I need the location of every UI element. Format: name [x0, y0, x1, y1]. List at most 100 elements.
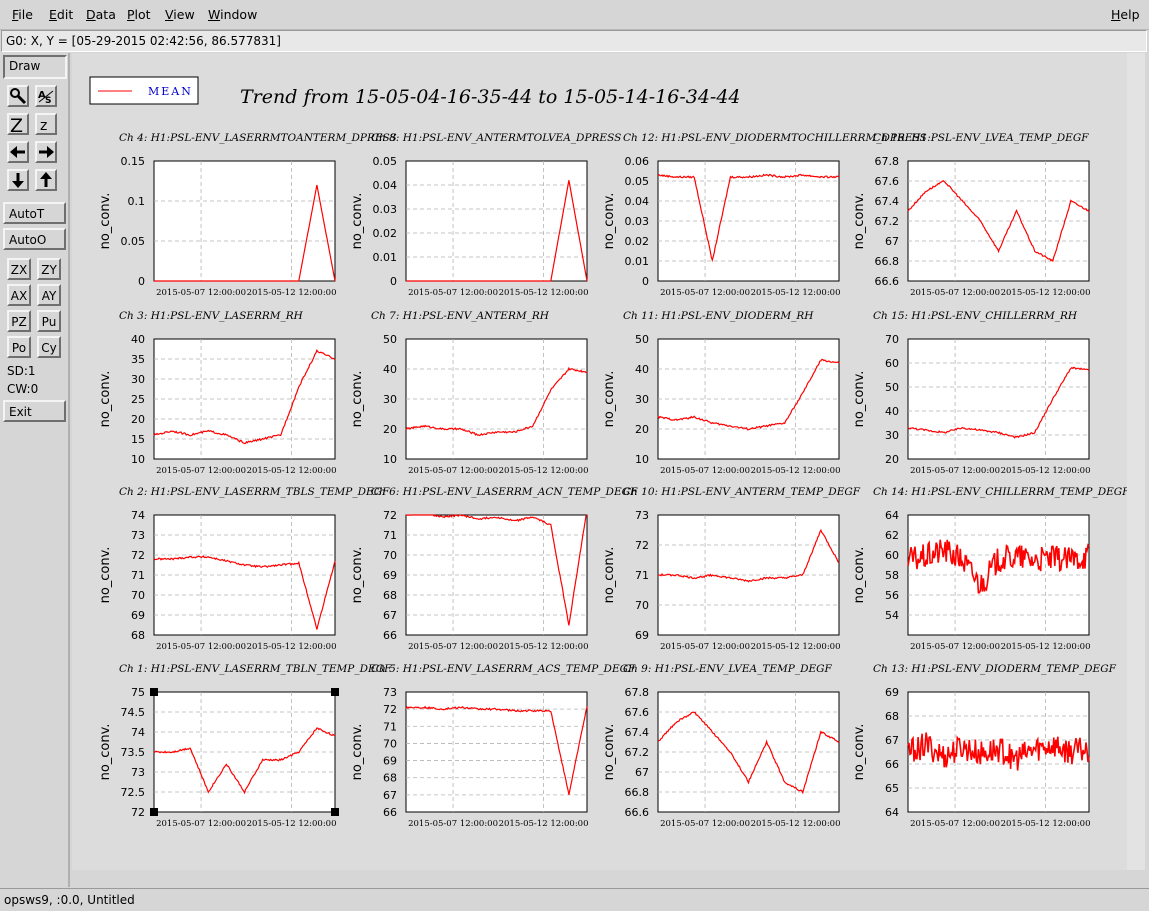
arrow-down-icon[interactable] [7, 169, 29, 191]
trace-line [658, 528, 840, 583]
selection-handle[interactable] [331, 808, 339, 816]
chart-title: Ch 6: H1:PSL-ENV_LASERRM_ACN_TEMP_DEGF [371, 486, 638, 498]
menu-file[interactable]: File [12, 7, 33, 22]
chart-panel[interactable]: Ch 16: H1:PSL-ENV_LVEA_TEMP_DEGF 66.6 66.8… [852, 132, 1091, 298]
y-tick-label: 0.02 [373, 227, 398, 240]
arrow-left-icon[interactable] [7, 141, 29, 163]
y-tick-label: 67.6 [625, 706, 650, 719]
y-tick-label: 0.04 [625, 195, 650, 208]
plot-frame [405, 691, 588, 813]
x-tick-label: 2015-05-12 12:00:00 [247, 642, 337, 652]
y-axis-label: no_conv. [602, 371, 617, 428]
chart-panel[interactable]: Ch 3: H1:PSL-ENV_LASERRM_RH 10 15 20 25 30 35 4… [98, 310, 337, 476]
chart-panel[interactable]: Ch 8: H1:PSL-ENV_ANTERMTOLVEA_DPRESS 0 0.0… [350, 132, 621, 298]
status-text: opsws9, :0.0, Untitled [4, 893, 135, 907]
menu-data[interactable]: Data [86, 7, 116, 22]
y-tick-label: 70 [383, 737, 397, 750]
x-tick-label: 2015-05-12 12:00:00 [499, 642, 589, 652]
zx-button[interactable]: ZX [7, 258, 31, 280]
chart-panel[interactable]: Ch 10: H1:PSL-ENV_ANTERM_TEMP_DEGF 69 70 71… [602, 486, 861, 652]
y-tick-label: 20 [131, 413, 145, 426]
x-tick-label: 2015-05-07 12:00:00 [660, 466, 750, 476]
y-axis-label: no_conv. [350, 193, 365, 250]
legend-box[interactable]: MEAN [89, 76, 199, 105]
menu-plot[interactable]: Plot [127, 7, 151, 22]
menu-help[interactable]: Help [1111, 7, 1140, 22]
menu-view[interactable]: View [165, 7, 195, 22]
x-tick-label: 2015-05-12 12:00:00 [751, 642, 841, 652]
cy-button[interactable]: Cy [37, 336, 61, 358]
menu-edit[interactable]: Edit [49, 7, 74, 22]
y-tick-label: 62 [885, 529, 899, 542]
selection-handle[interactable] [150, 688, 158, 696]
chart-title: Ch 7: H1:PSL-ENV_ANTERM_RH [371, 310, 550, 322]
y-tick-label: 74 [131, 726, 145, 739]
y-tick-label: 72.5 [121, 786, 146, 799]
y-tick-label: 25 [131, 393, 145, 406]
zoom-in-icon[interactable]: Z [7, 113, 29, 135]
chart-panel[interactable]: Ch 5: H1:PSL-ENV_LASERRM_ACS_TEMP_DEGF 66… [350, 663, 636, 829]
y-axis-label: no_conv. [602, 724, 617, 781]
chart-panel[interactable]: Ch 6: H1:PSL-ENV_LASERRM_ACN_TEMP_DEGF 66… [350, 486, 638, 652]
y-tick-label: 69 [885, 686, 899, 699]
chart-panel[interactable]: Ch 11: H1:PSL-ENV_DIODERM_RH 10 20 30 40 50 20… [602, 310, 841, 476]
pz-button[interactable]: PZ [7, 310, 31, 332]
chart-panel[interactable]: Ch 9: H1:PSL-ENV_LVEA_TEMP_DEGF 66.6 66.8 6… [602, 663, 841, 829]
zoom-out-icon[interactable]: z [35, 113, 57, 135]
chart-title: Ch 9: H1:PSL-ENV_LVEA_TEMP_DEGF [623, 663, 833, 675]
autot-button[interactable]: AutoT [3, 202, 66, 224]
x-tick-label: 2015-05-07 12:00:00 [910, 819, 1000, 829]
y-tick-label: 70 [885, 333, 899, 346]
autoo-button[interactable]: AutoO [3, 228, 66, 250]
chart-title: Ch 3: H1:PSL-ENV_LASERRM_RH [119, 310, 304, 322]
y-tick-label: 72 [635, 539, 649, 552]
selection-handle[interactable] [331, 688, 339, 696]
chart-panel[interactable]: Ch 7: H1:PSL-ENV_ANTERM_RH 10 20 30 40 50 2015… [350, 310, 589, 476]
arrow-right-icon[interactable] [35, 141, 57, 163]
y-tick-label: 10 [131, 453, 145, 466]
cw-label: CW:0 [7, 382, 39, 396]
y-tick-label: 0 [390, 275, 397, 288]
chart-panel[interactable]: Ch 15: H1:PSL-ENV_CHILLERRM_RH 20 30 40 50 60… [852, 310, 1091, 476]
po-button[interactable]: Po [7, 336, 31, 358]
plot-frame [657, 160, 840, 282]
y-axis-label: no_conv. [350, 547, 365, 604]
y-tick-label: 0.15 [121, 155, 146, 168]
arrow-up-icon[interactable] [35, 169, 57, 191]
chart-title: Ch 16: H1:PSL-ENV_LVEA_TEMP_DEGF [873, 132, 1089, 144]
plot-canvas[interactable]: MEAN Trend from 15-05-04-16-35-44 to 15-… [72, 53, 1145, 870]
selection-handle[interactable] [150, 808, 158, 816]
y-tick-label: 0 [138, 275, 145, 288]
chart-panel[interactable]: Ch 4: H1:PSL-ENV_LASERRMTOANTERM_DPRESS 0… [98, 132, 397, 298]
y-tick-label: 20 [383, 423, 397, 436]
chart-panel[interactable]: Ch 1: H1:PSL-ENV_LASERRM_TBLN_TEMP_DEGF 7… [98, 663, 392, 829]
legend-label: MEAN [148, 85, 193, 98]
coordinate-readout-field[interactable]: G0: X, Y = [05-29-2015 02:42:56, 86.5778… [1, 30, 1147, 52]
y-tick-label: 64 [885, 509, 899, 522]
x-tick-label: 2015-05-12 12:00:00 [247, 819, 337, 829]
chart-panel[interactable]: Ch 14: H1:PSL-ENV_CHILLERRM_TEMP_DEGF 54 5… [852, 486, 1127, 652]
y-tick-label: 75 [131, 686, 145, 699]
chart-panel[interactable]: Ch 2: H1:PSL-ENV_LASERRM_TBLS_TEMP_DEGF 6… [98, 486, 390, 652]
x-tick-label: 2015-05-07 12:00:00 [660, 642, 750, 652]
pu-button[interactable]: Pu [37, 310, 61, 332]
draw-button[interactable]: Draw [3, 55, 67, 79]
chart-panel[interactable]: Ch 12: H1:PSL-ENV_DIODERMTOCHILLERRM_DPR… [602, 132, 927, 298]
exit-button[interactable]: Exit [3, 400, 66, 422]
y-tick-label: 69 [635, 629, 649, 642]
y-axis-label: no_conv. [350, 724, 365, 781]
y-tick-label: 0 [642, 275, 649, 288]
zy-button[interactable]: ZY [37, 258, 61, 280]
ay-button[interactable]: AY [37, 284, 61, 306]
chart-panel[interactable]: Ch 13: H1:PSL-ENV_DIODERM_TEMP_DEGF 64 65 6… [852, 663, 1117, 829]
zoom-icon[interactable] [7, 85, 29, 107]
y-tick-label: 72 [383, 703, 397, 716]
x-tick-label: 2015-05-07 12:00:00 [156, 819, 246, 829]
ax-button[interactable]: AX [7, 284, 31, 306]
chart-title: Ch 8: H1:PSL-ENV_ANTERMTOLVEA_DPRESS [371, 132, 621, 144]
x-tick-label: 2015-05-07 12:00:00 [910, 466, 1000, 476]
y-tick-label: 10 [635, 453, 649, 466]
menu-window[interactable]: Window [208, 7, 258, 22]
trace-line [153, 555, 336, 630]
